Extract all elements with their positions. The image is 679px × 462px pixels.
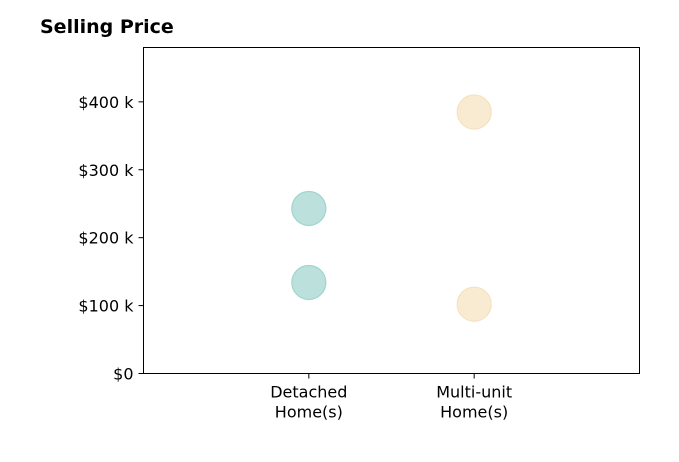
data-points	[291, 94, 492, 322]
scatter-point	[456, 286, 492, 322]
y-tick-label: $100 k	[78, 297, 134, 316]
x-tick-label: Multi-unit	[436, 383, 512, 402]
x-tick-label: Detached	[270, 383, 347, 402]
y-tick-label: $300 k	[78, 161, 134, 180]
y-tick-label: $0	[113, 365, 133, 384]
y-axis: $0 $100 k $200 k $300 k $400 k	[78, 93, 144, 384]
x-tick-label: Home(s)	[275, 403, 343, 422]
x-tick-label: Home(s)	[440, 403, 508, 422]
y-tick-label: $400 k	[78, 93, 134, 112]
scatter-point	[291, 264, 327, 301]
plot-frame	[143, 47, 640, 374]
scatter-point	[456, 94, 492, 130]
scatter-point	[291, 190, 327, 227]
y-tick-label: $200 k	[78, 229, 134, 248]
chart-title: Selling Price	[40, 16, 174, 38]
